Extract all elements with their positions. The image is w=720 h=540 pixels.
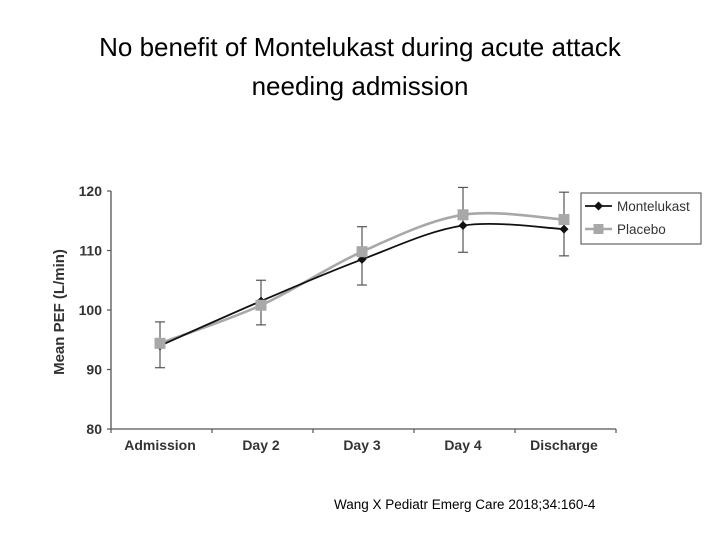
data-point-montelukast	[458, 221, 468, 231]
y-tick-label: 110	[79, 243, 102, 259]
x-tick-label: Admission	[124, 437, 196, 453]
y-tick-label: 80	[86, 421, 102, 437]
slide-title-line-1: No benefit of Montelukast during acute a…	[99, 32, 621, 62]
chart-legend: Montelukast Placebo	[580, 192, 702, 245]
series-markers	[154, 209, 570, 351]
data-point-montelukast	[357, 254, 367, 264]
data-point-placebo	[558, 214, 570, 226]
legend-label: Placebo	[617, 222, 666, 237]
legend-swatch-marker	[593, 224, 604, 234]
x-tick-label: Day 4	[444, 437, 482, 453]
legend-swatch-marker	[594, 201, 603, 211]
data-point-placebo	[154, 337, 166, 349]
citation: Wang X Pediatr Emerg Care 2018;34:160-4	[334, 497, 596, 512]
slide-title-line-2: needing admission	[251, 71, 469, 101]
y-tick-label: 120	[79, 183, 103, 199]
x-tick-label: Discharge	[530, 437, 598, 453]
x-tick-label: Day 2	[242, 437, 280, 453]
legend-box	[580, 192, 702, 245]
slide-title: No benefit of Montelukast during acute a…	[0, 28, 720, 106]
x-tick-label: Day 3	[343, 437, 381, 453]
data-point-placebo	[356, 246, 368, 258]
data-point-placebo	[255, 299, 267, 311]
data-point-montelukast	[559, 224, 569, 234]
data-point-placebo	[457, 209, 469, 221]
chart-axes: 80 90 100 110 120 Admission Day 2 Day 3 Day 4 Dis…	[51, 183, 617, 453]
y-tick-label: 90	[86, 362, 102, 378]
y-tick-label: 100	[79, 302, 103, 318]
legend-label: Montelukast	[617, 199, 690, 214]
y-axis-title: Mean PEF (L/min)	[51, 249, 68, 375]
